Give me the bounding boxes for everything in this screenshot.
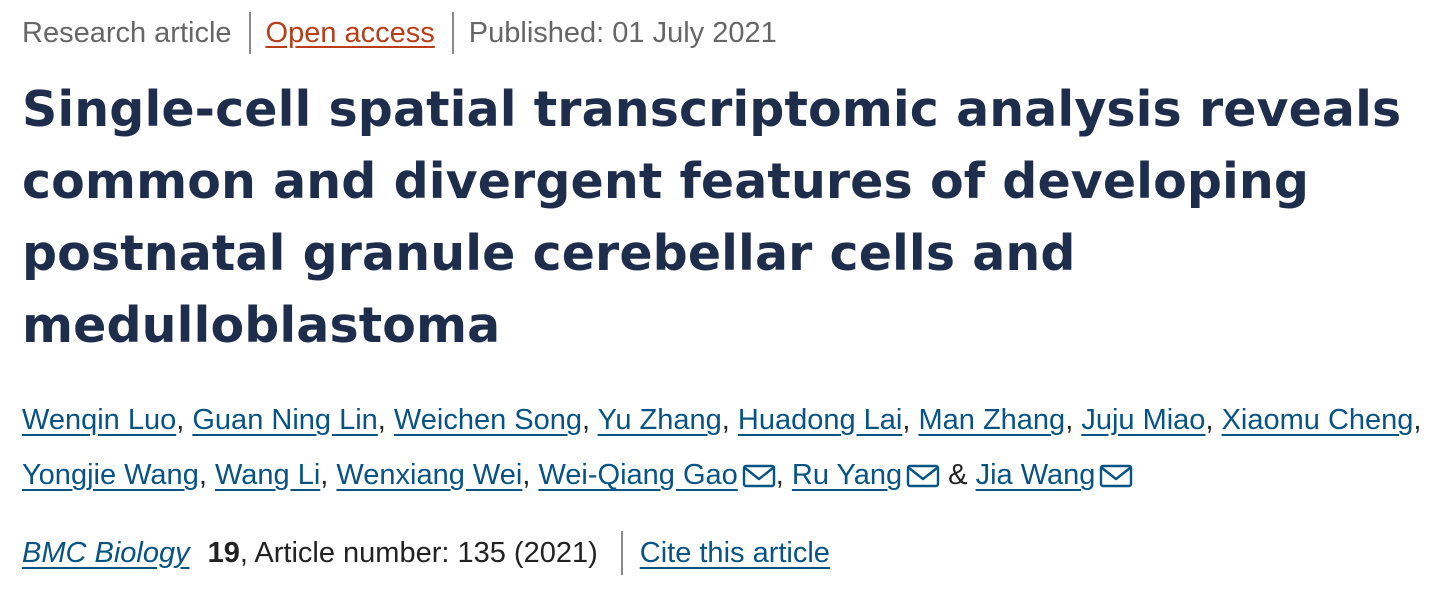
citation-row: BMC Biology 19 , Article number: 135 (20…	[22, 531, 830, 575]
title-line: common and divergent features of develop…	[22, 153, 1310, 210]
author-link[interactable]: Weichen Song	[393, 404, 582, 436]
meta-divider	[248, 12, 251, 54]
article-meta-row: Research article Open access Published: …	[22, 12, 777, 54]
author-link[interactable]: Juju Miao	[1081, 404, 1206, 436]
open-access-link[interactable]: Open access	[265, 17, 435, 49]
author-link[interactable]: Yongjie Wang	[22, 459, 199, 491]
author-list: Wenqin Luo, Guan Ning Lin, Weichen Song,…	[22, 393, 1432, 503]
title-line: postnatal granule cerebellar cells and	[22, 225, 1076, 282]
author-separator: ,	[522, 459, 539, 491]
author-separator: ,	[902, 404, 919, 436]
title-line: medulloblastoma	[22, 297, 501, 354]
volume-number: 19	[207, 537, 240, 569]
author-link[interactable]: Wei-Qiang Gao	[538, 459, 738, 491]
author-separator: &	[940, 459, 976, 491]
article-title: Single-cell spatial transcriptomic analy…	[22, 74, 1422, 362]
article-number: , Article number: 135 (2021)	[239, 537, 598, 569]
author-separator: ,	[582, 404, 598, 436]
author-separator: ,	[721, 404, 738, 436]
author-link[interactable]: Ru Yang	[791, 459, 903, 491]
author-link[interactable]: Wenqin Luo	[22, 404, 177, 436]
journal-link[interactable]: BMC Biology	[22, 537, 190, 569]
author-separator: ,	[1413, 404, 1422, 436]
author-link[interactable]: Man Zhang	[918, 404, 1066, 436]
author-link[interactable]: Guan Ning Lin	[192, 404, 378, 436]
author-link[interactable]: Huadong Lai	[737, 404, 903, 436]
author-separator: ,	[198, 459, 215, 491]
author-link[interactable]: Wang Li	[214, 459, 321, 491]
cite-this-article-link[interactable]: Cite this article	[639, 537, 830, 569]
author-separator: ,	[176, 404, 193, 436]
envelope-icon[interactable]	[1099, 464, 1133, 490]
author-separator: ,	[377, 404, 394, 436]
envelope-icon[interactable]	[906, 464, 940, 490]
author-separator: ,	[775, 459, 792, 491]
author-link[interactable]: Yu Zhang	[597, 404, 722, 436]
author-link[interactable]: Jia Wang	[975, 459, 1096, 491]
citation-divider	[620, 531, 623, 575]
author-separator: ,	[1205, 404, 1222, 436]
envelope-icon[interactable]	[742, 464, 776, 490]
author-link[interactable]: Wenxiang Wei	[336, 459, 523, 491]
author-separator: ,	[1065, 404, 1082, 436]
published-date: Published: 01 July 2021	[468, 17, 777, 49]
meta-divider	[451, 12, 454, 54]
title-line: Single-cell spatial transcriptomic analy…	[22, 81, 1402, 138]
article-type: Research article	[22, 17, 232, 49]
author-link[interactable]: Xiaomu Cheng	[1221, 404, 1414, 436]
author-separator: ,	[320, 459, 337, 491]
